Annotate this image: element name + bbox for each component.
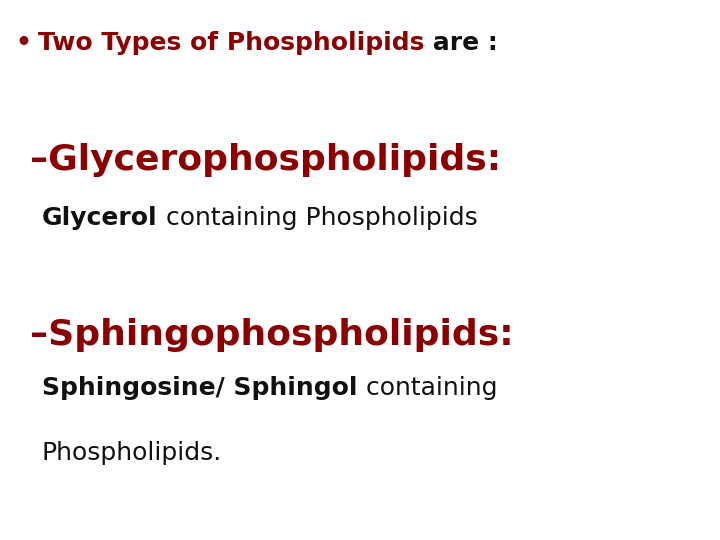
Text: Phospholipids.: Phospholipids.: [42, 441, 222, 465]
Text: –Sphingophospholipids:: –Sphingophospholipids:: [30, 318, 513, 352]
Text: Two Types of Phospholipids: Two Types of Phospholipids: [38, 31, 424, 55]
Text: –Glycerophospholipids:: –Glycerophospholipids:: [30, 143, 501, 177]
Text: Sphingosine/ Sphingol: Sphingosine/ Sphingol: [42, 376, 358, 400]
Text: containing Phospholipids: containing Phospholipids: [158, 206, 477, 230]
Text: •: •: [15, 31, 31, 55]
Text: containing: containing: [358, 376, 497, 400]
Text: Glycerol: Glycerol: [42, 206, 158, 230]
Text: are :: are :: [424, 31, 507, 55]
